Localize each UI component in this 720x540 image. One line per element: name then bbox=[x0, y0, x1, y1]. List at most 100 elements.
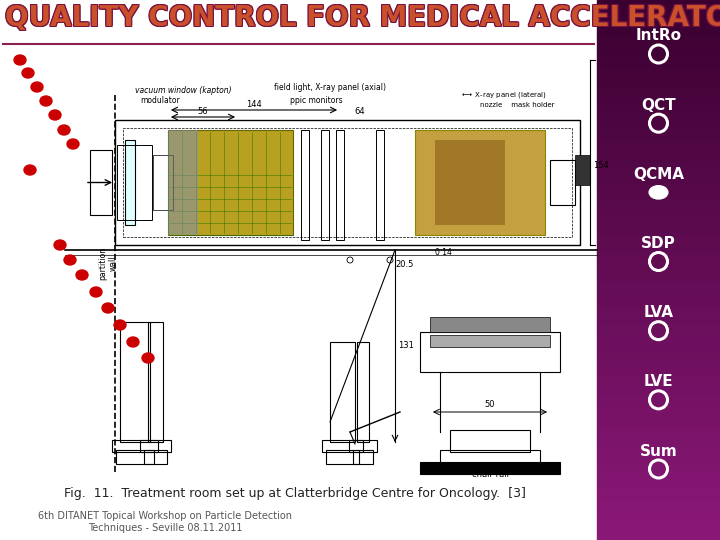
Bar bbox=[597, 104, 720, 108]
Bar bbox=[597, 418, 720, 423]
Bar bbox=[597, 122, 720, 126]
Ellipse shape bbox=[102, 303, 114, 313]
Bar bbox=[597, 9, 720, 14]
Bar bbox=[415, 130, 545, 235]
Bar bbox=[597, 243, 720, 247]
Bar bbox=[597, 131, 720, 135]
Bar bbox=[597, 166, 720, 171]
Bar bbox=[597, 77, 720, 81]
Bar bbox=[597, 428, 720, 432]
Bar bbox=[597, 374, 720, 378]
Bar bbox=[597, 513, 720, 517]
Text: nozzle    mask holder: nozzle mask holder bbox=[480, 102, 554, 108]
Bar bbox=[597, 536, 720, 540]
Bar bbox=[597, 144, 720, 148]
Text: field light, X-ray panel (axial): field light, X-ray panel (axial) bbox=[274, 83, 386, 92]
Bar bbox=[597, 234, 720, 239]
Bar bbox=[597, 270, 720, 274]
Bar bbox=[597, 139, 720, 144]
Bar bbox=[597, 409, 720, 414]
Text: QUALITY CONTROL FOR MEDICAL ACCELERATOR: QUALITY CONTROL FOR MEDICAL ACCELERATOR bbox=[6, 3, 720, 31]
Text: $\longleftrightarrow$ X-ray panel (lateral): $\longleftrightarrow$ X-ray panel (later… bbox=[460, 91, 546, 100]
Bar bbox=[597, 212, 720, 216]
Ellipse shape bbox=[67, 139, 79, 149]
Bar bbox=[597, 509, 720, 513]
Bar bbox=[597, 63, 720, 68]
Bar bbox=[420, 462, 560, 474]
Bar bbox=[597, 4, 720, 9]
Bar bbox=[597, 364, 720, 369]
Bar bbox=[597, 517, 720, 522]
Ellipse shape bbox=[54, 240, 66, 250]
Ellipse shape bbox=[114, 320, 126, 330]
Bar bbox=[349, 440, 377, 452]
Bar bbox=[597, 216, 720, 220]
Bar bbox=[597, 392, 720, 396]
Bar bbox=[597, 355, 720, 360]
Bar bbox=[597, 347, 720, 351]
Bar bbox=[168, 130, 293, 235]
Text: QUALITY CONTROL FOR MEDICAL ACCELERATOR: QUALITY CONTROL FOR MEDICAL ACCELERATOR bbox=[6, 5, 720, 33]
Bar bbox=[597, 441, 720, 445]
Bar bbox=[597, 396, 720, 401]
Ellipse shape bbox=[76, 270, 88, 280]
Bar bbox=[597, 401, 720, 405]
Bar bbox=[597, 68, 720, 72]
Bar bbox=[597, 252, 720, 256]
Bar bbox=[550, 160, 575, 205]
Bar bbox=[376, 130, 384, 240]
Bar bbox=[597, 112, 720, 117]
Bar bbox=[597, 526, 720, 531]
Bar bbox=[597, 225, 720, 229]
Bar bbox=[322, 440, 363, 452]
Text: QUALITY CONTROL FOR MEDICAL ACCELERATOR: QUALITY CONTROL FOR MEDICAL ACCELERATOR bbox=[5, 5, 720, 33]
Bar bbox=[597, 220, 720, 225]
Bar bbox=[597, 18, 720, 23]
Text: vacuum window (kapton): vacuum window (kapton) bbox=[135, 86, 232, 95]
Bar bbox=[450, 430, 530, 452]
Bar bbox=[90, 150, 112, 215]
Bar bbox=[597, 315, 720, 320]
Text: partition
wall: partition wall bbox=[99, 247, 117, 280]
Bar bbox=[597, 320, 720, 324]
Bar bbox=[153, 155, 173, 210]
Bar bbox=[597, 117, 720, 122]
Bar bbox=[430, 335, 550, 347]
Bar bbox=[597, 90, 720, 94]
Text: SDP: SDP bbox=[641, 236, 676, 251]
Ellipse shape bbox=[22, 68, 34, 78]
Ellipse shape bbox=[58, 125, 70, 135]
Bar bbox=[597, 50, 720, 54]
Bar bbox=[597, 81, 720, 85]
Bar bbox=[597, 472, 720, 477]
Bar bbox=[597, 284, 720, 288]
Text: 56: 56 bbox=[198, 107, 208, 116]
Ellipse shape bbox=[127, 337, 139, 347]
Bar bbox=[326, 450, 359, 464]
Bar bbox=[353, 450, 373, 464]
Bar bbox=[597, 171, 720, 176]
Ellipse shape bbox=[31, 82, 43, 92]
Bar bbox=[597, 338, 720, 342]
Text: QCMA: QCMA bbox=[633, 167, 684, 182]
Bar bbox=[597, 279, 720, 284]
Bar bbox=[597, 45, 720, 50]
Bar bbox=[597, 54, 720, 58]
Bar bbox=[597, 414, 720, 418]
Bar bbox=[597, 247, 720, 252]
Ellipse shape bbox=[49, 110, 61, 120]
Bar bbox=[597, 482, 720, 486]
Bar bbox=[357, 342, 369, 442]
Bar bbox=[597, 198, 720, 202]
Bar bbox=[597, 288, 720, 293]
Bar bbox=[440, 450, 540, 464]
Text: QCT: QCT bbox=[642, 98, 676, 113]
Text: 131: 131 bbox=[398, 341, 414, 350]
Bar bbox=[597, 468, 720, 472]
Bar bbox=[597, 324, 720, 328]
Bar bbox=[597, 72, 720, 77]
Text: QUALITY CONTROL FOR MEDICAL ACCELERATOR: QUALITY CONTROL FOR MEDICAL ACCELERATOR bbox=[5, 3, 720, 31]
Text: 6th DITANET Topical Workshop on Particle Detection
Techniques - Seville 08.11.20: 6th DITANET Topical Workshop on Particle… bbox=[38, 511, 292, 533]
Text: LVE: LVE bbox=[644, 374, 673, 389]
Text: ppic monitors: ppic monitors bbox=[290, 96, 343, 105]
